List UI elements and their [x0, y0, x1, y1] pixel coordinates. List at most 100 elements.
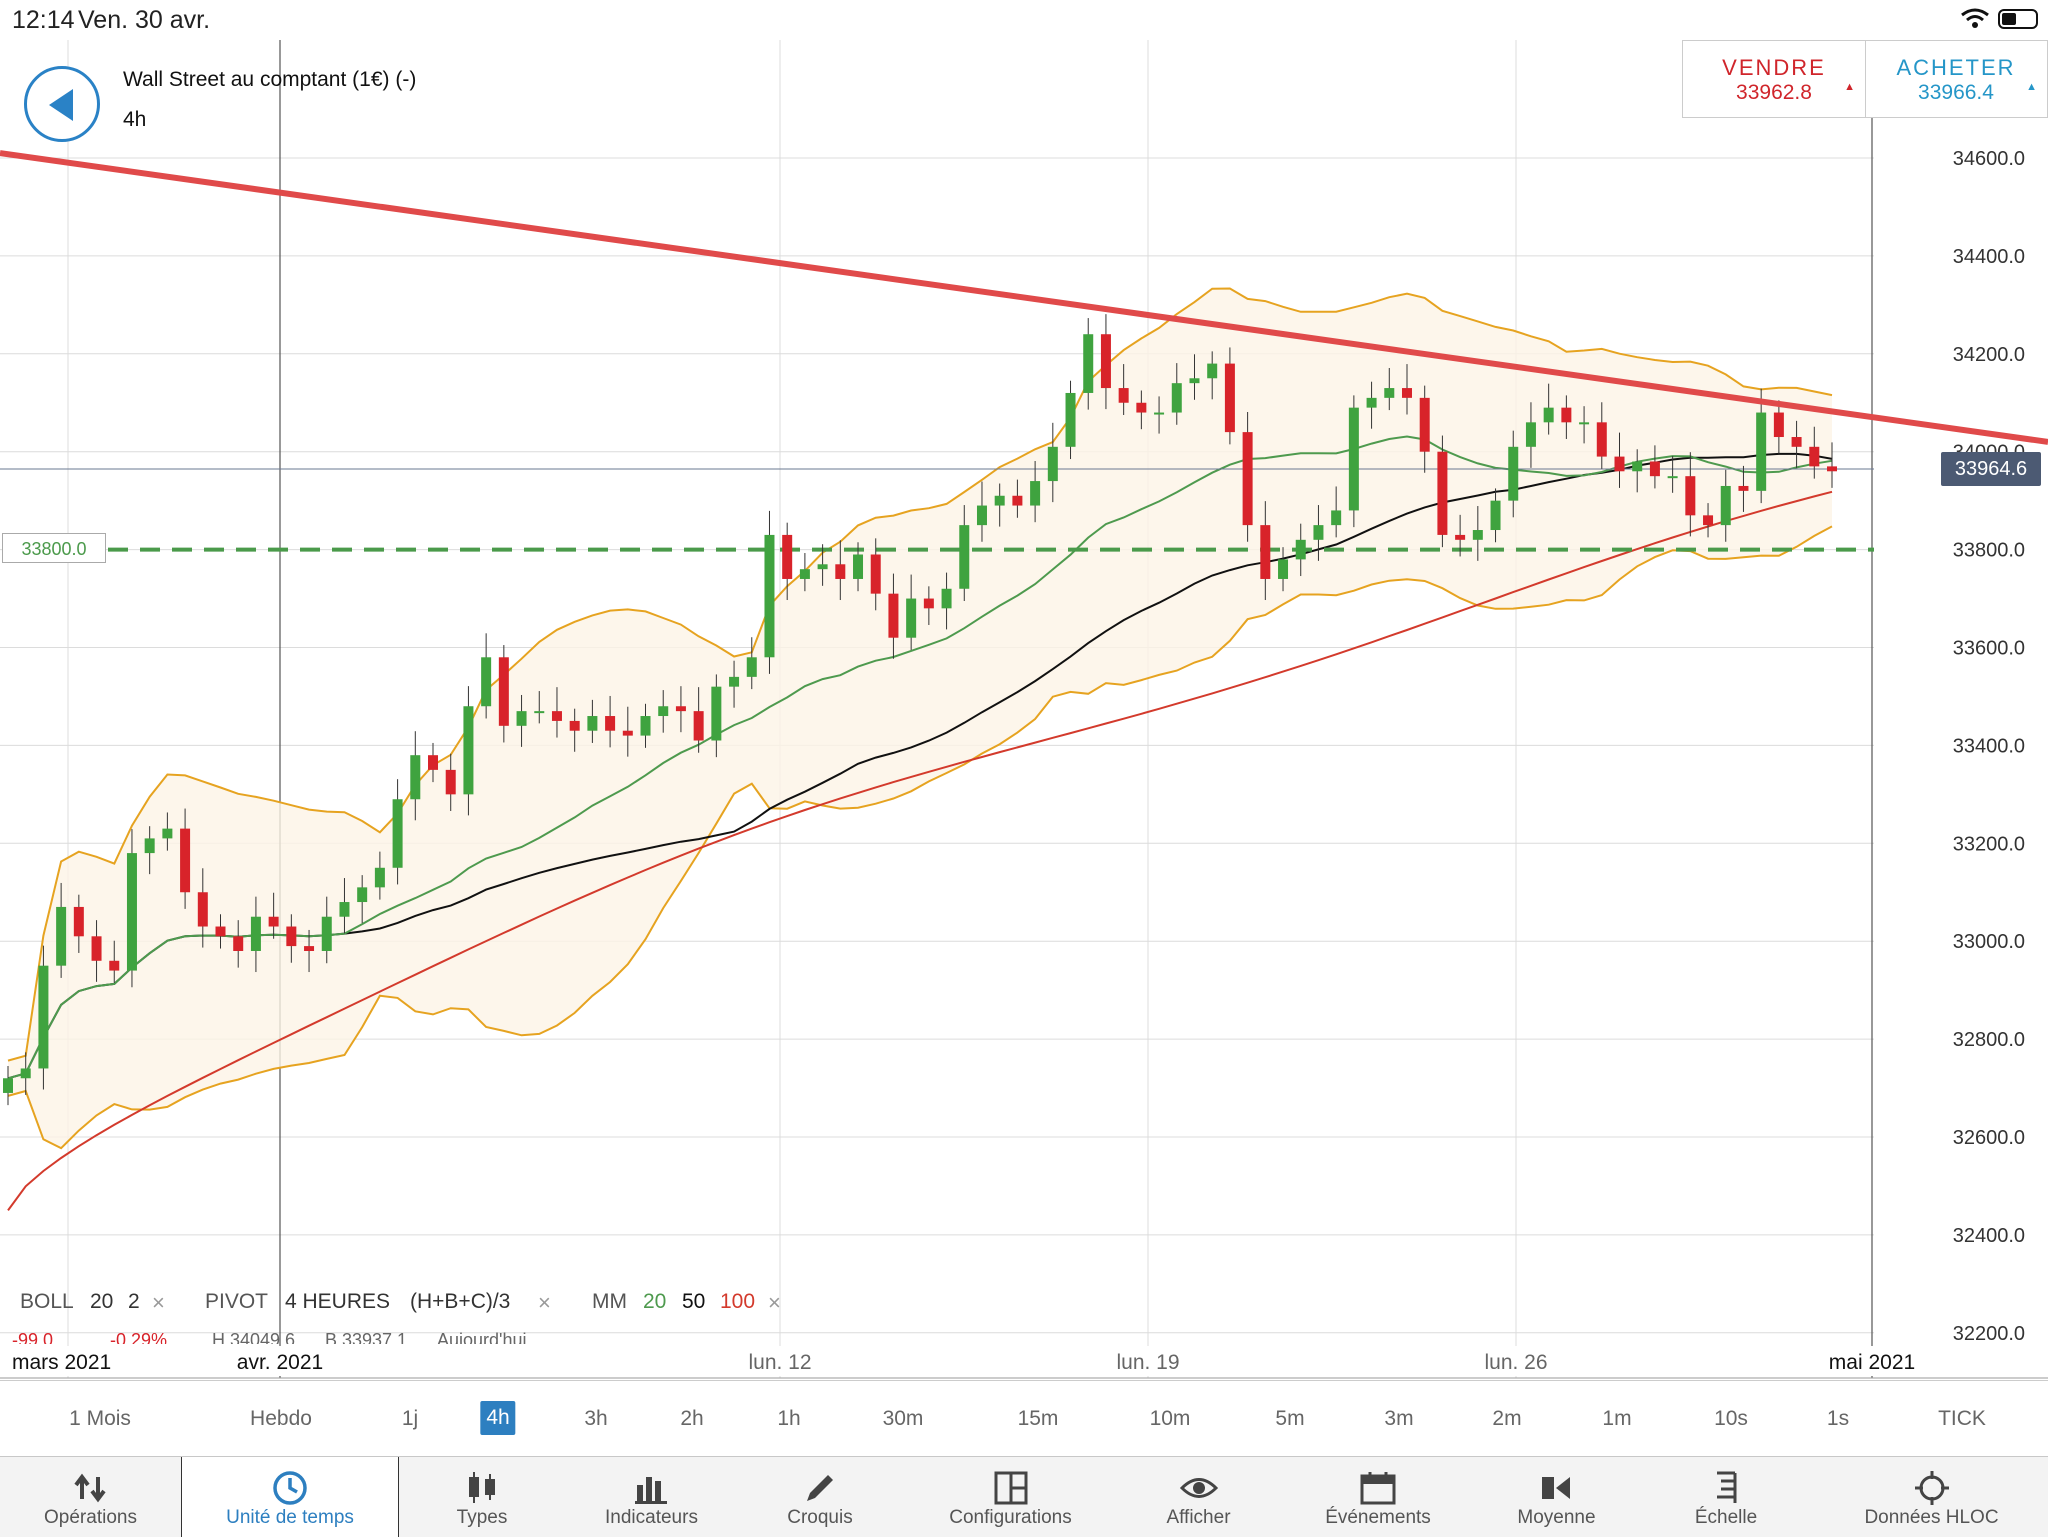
toolbar-bar-chart-button[interactable]: Indicateurs — [567, 1457, 736, 1537]
y-tick-label: 33200.0 — [1953, 833, 2025, 855]
candle-up — [1313, 525, 1324, 540]
timeframe-4h[interactable]: 4h — [480, 1401, 516, 1435]
timeframe-3h[interactable]: 3h — [584, 1407, 608, 1430]
timeframe-10m[interactable]: 10m — [1149, 1407, 1191, 1430]
toolbar-layout-button[interactable]: Configurations — [904, 1457, 1117, 1537]
candle-up — [906, 598, 917, 638]
boll-label[interactable]: BOLL — [20, 1290, 74, 1313]
toolbar-candlestick-button[interactable]: Types — [397, 1457, 567, 1537]
timeframe-2m[interactable]: 2m — [1492, 1407, 1522, 1430]
timeframe-1j[interactable]: 1j — [401, 1407, 419, 1430]
toolbar-label: Configurations — [949, 1507, 1072, 1528]
y-tick-label: 32600.0 — [1953, 1127, 2025, 1149]
y-tick-label: 34400.0 — [1953, 246, 2025, 268]
candle-up — [392, 799, 403, 868]
candle-up — [1348, 407, 1359, 511]
remove-boll-icon[interactable]: × — [152, 1290, 165, 1315]
timeframe-1h[interactable]: 1h — [777, 1407, 801, 1430]
toolbar-eye-button[interactable]: Afficher — [1117, 1457, 1280, 1537]
timeframe-bar: 1 Mois Hebdo 1j 4h 3h 2h 1h 30m 15m 10m 5m 3m 2m 1m 10… — [0, 1380, 2048, 1457]
candle-down — [1224, 363, 1235, 433]
timeframe-30m[interactable]: 30m — [882, 1407, 924, 1430]
bottom-toolbar: Opérations Unité de temps Types Indicateurs… — [0, 1456, 2048, 1537]
status-time: 12:14 — [12, 6, 75, 34]
candle-up — [1543, 407, 1554, 423]
toolbar-label: Types — [456, 1507, 508, 1528]
timeframe-3m[interactable]: 3m — [1384, 1407, 1414, 1430]
candle-up — [711, 686, 722, 741]
candle-down — [1136, 402, 1147, 413]
timeframe-10s[interactable]: 10s — [1714, 1407, 1748, 1430]
mm-100: 100 — [720, 1290, 756, 1313]
candle-up — [250, 916, 261, 951]
scale-icon — [1717, 1471, 1737, 1503]
pivot-period: 4 HEURES — [285, 1290, 391, 1313]
candle-up — [534, 711, 545, 714]
candle-down — [1401, 388, 1412, 398]
timeframe-1-mois[interactable]: 1 Mois — [69, 1407, 131, 1430]
clock-icon — [273, 1471, 307, 1505]
candle-down — [1455, 534, 1466, 540]
timeframe-1m[interactable]: 1m — [1602, 1407, 1632, 1430]
y-tick-label: 33800.0 — [1953, 540, 2025, 562]
candle-down — [1773, 412, 1784, 438]
candle-down — [888, 593, 899, 638]
candle-up — [144, 838, 155, 854]
remove-pivot-icon[interactable]: × — [538, 1290, 551, 1315]
y-tick-label: 34600.0 — [1953, 148, 2025, 170]
timeframe-2h[interactable]: 2h — [680, 1407, 704, 1430]
candle-up — [126, 853, 137, 971]
candle-down — [1242, 432, 1253, 526]
x-tick-label: lun. 12 — [748, 1351, 811, 1374]
candle-down — [304, 946, 315, 951]
sell-button[interactable]: VENDRE 33962.8 ▲ — [1683, 41, 1866, 117]
candle-up — [1278, 559, 1289, 579]
ma20-line — [7, 435, 1833, 1080]
horizontal-level-tag[interactable]: 33800.0 — [2, 533, 106, 563]
toolbar-operations-button[interactable]: Opérations — [0, 1457, 181, 1537]
sell-price: 33962.8 — [1736, 81, 1812, 104]
timeframe-1s[interactable]: 1s — [1826, 1407, 1850, 1430]
candle-down — [1685, 476, 1696, 516]
pivot-label[interactable]: PIVOT — [205, 1290, 269, 1313]
candle-up — [1189, 378, 1200, 384]
candle-up — [1756, 412, 1767, 491]
timeframe-5m[interactable]: 5m — [1275, 1407, 1305, 1430]
candle-down — [286, 926, 297, 947]
toolbar-scale-button[interactable]: Échelle — [1637, 1457, 1815, 1537]
timeframe-tick[interactable]: TICK — [1938, 1407, 1986, 1430]
y-tick-label: 32800.0 — [1953, 1029, 2025, 1051]
toolbar-average-button[interactable]: Moyenne — [1476, 1457, 1637, 1537]
pencil-icon — [807, 1475, 833, 1501]
candle-down — [1809, 446, 1820, 467]
buy-button[interactable]: ACHETER 33966.4 ▲ — [1865, 41, 2047, 117]
candle-down — [1649, 461, 1660, 477]
back-button[interactable] — [24, 66, 100, 142]
candle-up — [1171, 383, 1182, 413]
stat-high: H 34049.6 — [212, 1330, 296, 1344]
toolbar-label: Moyenne — [1517, 1507, 1596, 1528]
remove-mm-icon[interactable]: × — [768, 1290, 781, 1315]
timeframe-hebdo[interactable]: Hebdo — [250, 1407, 312, 1430]
candle-down — [1012, 495, 1023, 506]
price-chart[interactable]: 34600.034400.034200.034000.033800.033600… — [0, 40, 2048, 1380]
toolbar-pencil-button[interactable]: Croquis — [736, 1457, 904, 1537]
up-arrow-icon: ▲ — [2026, 81, 2037, 93]
x-label-bg — [1802, 1346, 1942, 1376]
toolbar-crosshair-button[interactable]: Données HLOC — [1815, 1457, 2048, 1537]
candle-up — [994, 495, 1005, 506]
candle-down — [675, 706, 686, 712]
candle-down — [1100, 334, 1111, 389]
toolbar-calendar-button[interactable]: Événements — [1280, 1457, 1476, 1537]
candle-up — [38, 965, 49, 1069]
timeframe-15m[interactable]: 15m — [1017, 1407, 1059, 1430]
candle-down — [73, 906, 84, 937]
candle-up — [817, 564, 828, 570]
toolbar-label: Afficher — [1166, 1507, 1231, 1528]
toolbar-clock-button[interactable]: Unité de temps — [181, 1457, 399, 1537]
candle-up — [587, 716, 598, 731]
toolbar-label: Indicateurs — [605, 1507, 698, 1528]
x-tick-label: lun. 19 — [1116, 1351, 1179, 1374]
candle-up — [1047, 446, 1058, 482]
mm-label[interactable]: MM — [592, 1290, 627, 1313]
